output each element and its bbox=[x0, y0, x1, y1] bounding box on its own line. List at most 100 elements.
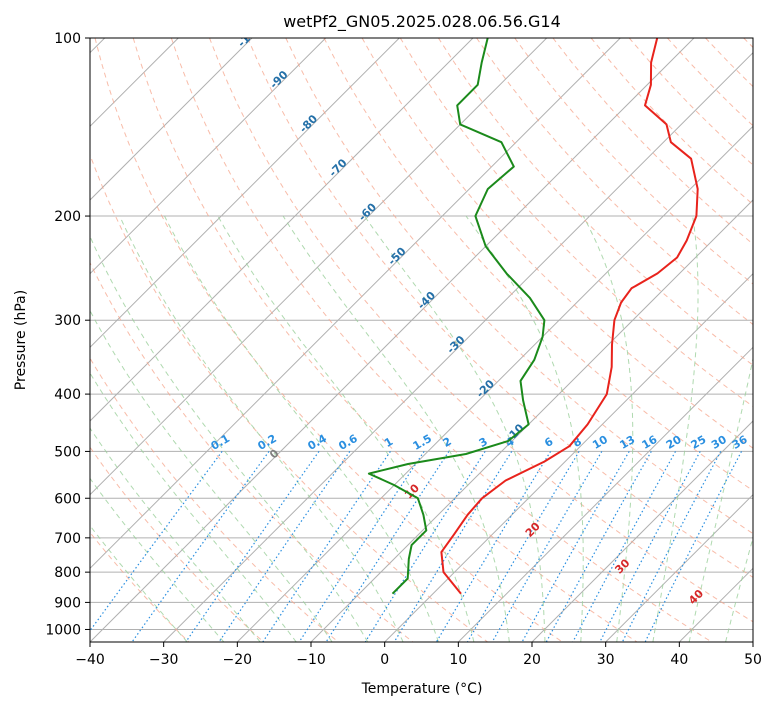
y-tick-label: 300 bbox=[54, 313, 81, 329]
moist-adiabat bbox=[725, 535, 753, 642]
mixing-ratio-line bbox=[644, 451, 743, 642]
moist-adiabat bbox=[90, 477, 225, 642]
dry-adiabat bbox=[90, 261, 414, 642]
chart-title: wetPf2_GN05.2025.028.06.56.G14 bbox=[283, 12, 561, 32]
mixing-ratio-line bbox=[435, 451, 552, 642]
y-axis-label: Pressure (hPa) bbox=[13, 290, 29, 390]
isotherm-line bbox=[457, 346, 753, 642]
dry-adiabat bbox=[399, 38, 753, 408]
isotherm-line bbox=[531, 420, 753, 642]
dry-adiabat bbox=[209, 38, 753, 623]
mixing-ratio-line bbox=[521, 451, 630, 642]
dry-adiabat bbox=[94, 38, 563, 642]
x-tick-label: −20 bbox=[223, 652, 253, 668]
isotherm-line bbox=[605, 493, 753, 642]
moist-adiabat-label: 0 bbox=[267, 447, 282, 462]
y-tick-label: 700 bbox=[54, 531, 81, 547]
y-tick-label: 800 bbox=[54, 565, 81, 581]
x-axis: −40 −30 −20 −10 0 10 20 30 40 50 bbox=[75, 642, 762, 668]
mixing-ratio-line bbox=[90, 451, 223, 632]
isotherm-label: -40 bbox=[415, 289, 438, 312]
mixing-ratio-line bbox=[364, 451, 486, 642]
dry-adiabat bbox=[132, 38, 638, 642]
isotherm-label: -80 bbox=[297, 112, 320, 135]
isotherm-label: -20 bbox=[474, 377, 497, 400]
profile-lines bbox=[367, 38, 699, 595]
dry-adiabat bbox=[667, 38, 753, 127]
mixing-ratio-line bbox=[298, 451, 425, 642]
y-tick-label: 200 bbox=[54, 209, 81, 225]
mixing-ratio-label: 0.4 bbox=[306, 432, 330, 453]
dry-adiabat bbox=[437, 38, 753, 366]
moist-adiabat bbox=[90, 427, 261, 642]
y-tick-label: 100 bbox=[54, 31, 81, 47]
moist-adiabat bbox=[90, 524, 188, 642]
mixing-ratio-line bbox=[393, 451, 513, 642]
mixing-ratio-line bbox=[325, 451, 450, 642]
mixing-ratio-line bbox=[545, 451, 652, 642]
y-tick-label: 400 bbox=[54, 387, 81, 403]
x-tick-label: 10 bbox=[449, 652, 467, 668]
x-tick-label: 50 bbox=[744, 652, 762, 668]
mixing-ratio-line bbox=[131, 451, 270, 642]
moist-adiabat bbox=[652, 215, 699, 642]
isotherm-label: -70 bbox=[326, 156, 349, 179]
isotherm-label: -90 bbox=[267, 68, 290, 91]
isotherm-line bbox=[90, 38, 695, 642]
dry-adiabat bbox=[743, 38, 753, 49]
x-axis-label: Temperature (°C) bbox=[361, 681, 483, 697]
dry-adiabat bbox=[705, 38, 753, 88]
moist-adiabat bbox=[282, 215, 510, 642]
x-tick-label: 40 bbox=[670, 652, 688, 668]
mixing-ratio-line bbox=[491, 451, 603, 642]
mixing-ratio-label: 10 bbox=[590, 433, 610, 452]
mixing-ratio-line bbox=[185, 451, 320, 642]
mixing-ratio-line bbox=[572, 451, 677, 642]
moist-adiabat bbox=[364, 215, 546, 642]
mixing-ratio-label: 25 bbox=[689, 433, 709, 452]
x-tick-label: 0 bbox=[380, 652, 389, 668]
dewpoint-line bbox=[367, 38, 546, 595]
dry-adiabat bbox=[90, 153, 488, 642]
isotherm-line bbox=[90, 38, 548, 496]
y-tick-label: 500 bbox=[54, 444, 81, 460]
mixing-ratio-label: 20 bbox=[664, 433, 684, 452]
isotherm-label: -30 bbox=[444, 333, 467, 356]
isotherm-line bbox=[90, 38, 621, 570]
moist-adiabat bbox=[582, 215, 634, 642]
dry-adiabat bbox=[590, 38, 753, 206]
dry-adiabat bbox=[476, 38, 753, 326]
mixing-ratio-line bbox=[621, 451, 722, 642]
dry-adiabat bbox=[90, 357, 339, 642]
isotherm-line bbox=[90, 38, 327, 275]
moist-adiabat bbox=[164, 215, 439, 642]
y-tick-label: 1000 bbox=[45, 622, 81, 638]
moist-adiabat-label: 20 bbox=[523, 520, 543, 540]
isotherm-label: -50 bbox=[385, 245, 408, 268]
isotherm-line bbox=[163, 51, 753, 642]
mixing-ratio-label: 16 bbox=[640, 433, 660, 452]
moist-adiabat bbox=[688, 356, 753, 642]
y-axis: 100 200 300 400 500 600 700 800 900 1000 bbox=[45, 31, 90, 638]
moist-adiabat bbox=[90, 372, 297, 642]
plot-frame bbox=[89, 37, 754, 643]
isotherm-line bbox=[678, 567, 753, 642]
isotherm-label: -60 bbox=[356, 200, 379, 223]
mixing-ratio-label: 30 bbox=[709, 433, 729, 452]
x-tick-label: 30 bbox=[597, 652, 615, 668]
y-tick-label: 600 bbox=[54, 491, 81, 507]
mixing-ratio-label: 1 bbox=[382, 435, 395, 450]
moist-adiabat bbox=[90, 309, 333, 642]
moist-adiabat bbox=[217, 215, 475, 642]
mixing-ratio-label: 2 bbox=[441, 435, 454, 450]
mixing-ratio-line bbox=[599, 451, 701, 642]
mixing-ratio-line bbox=[262, 451, 391, 642]
moist-adiabat-label: 30 bbox=[612, 556, 632, 576]
mixing-ratio-label: 1.5 bbox=[411, 432, 434, 453]
isotherm-line bbox=[90, 38, 253, 201]
x-tick-label: −40 bbox=[75, 652, 105, 668]
temperature-line bbox=[440, 38, 699, 595]
y-tick-label: 900 bbox=[54, 595, 81, 611]
isotherm-line bbox=[384, 272, 753, 642]
